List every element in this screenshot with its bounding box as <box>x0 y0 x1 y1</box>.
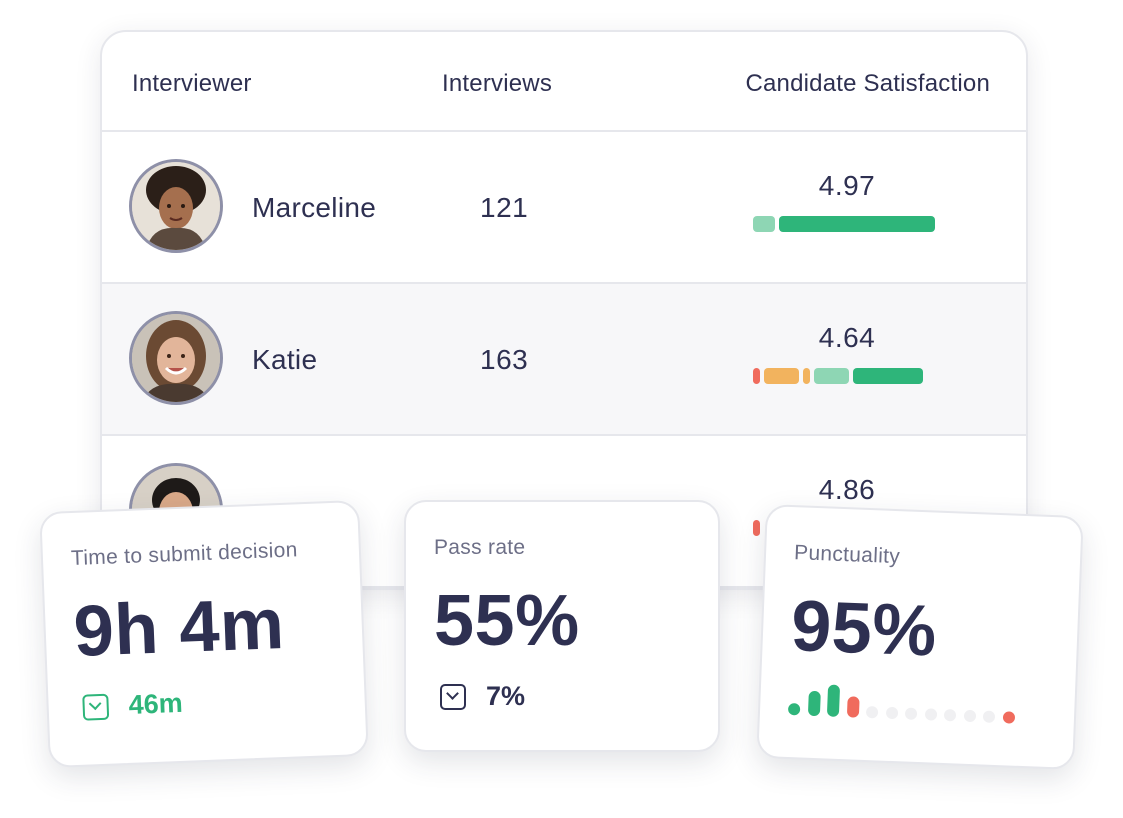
satisfaction-distribution-bar <box>753 520 943 536</box>
delta-value: 7% <box>486 681 526 711</box>
punctuality-bar <box>826 684 841 717</box>
punctuality-bar <box>807 690 821 717</box>
punctuality-bar <box>982 710 996 723</box>
interviewer-name: Marceline <box>252 192 377 223</box>
avatar <box>129 159 223 253</box>
distribution-segment <box>753 520 760 536</box>
table-header: Interviewer Interviews Candidate Satisfa… <box>102 32 1026 132</box>
metric-value: 9h 4m <box>72 583 286 672</box>
punctuality-bar <box>1002 711 1016 724</box>
metric-value: 55% <box>434 581 580 661</box>
interviewer-name: Katie <box>252 344 318 375</box>
satisfaction-distribution-bar <box>753 368 943 384</box>
metric-label: Time to submit decision <box>70 538 298 571</box>
metric-label: Punctuality <box>793 541 901 569</box>
table-row[interactable]: Katie 163 4.64 <box>102 284 1026 436</box>
satisfaction-score: 4.86 <box>818 474 876 505</box>
distribution-segment <box>814 368 849 384</box>
table-row[interactable]: Marceline 121 4.97 <box>102 132 1026 284</box>
satisfaction-score: 4.97 <box>818 170 876 201</box>
interview-count: 163 <box>480 344 529 375</box>
punctuality-bar <box>924 708 938 721</box>
interview-count: 121 <box>480 192 529 223</box>
column-header-interviewer[interactable]: Interviewer <box>132 70 252 97</box>
metric-label: Pass rate <box>434 536 526 559</box>
punctuality-card[interactable]: Punctuality 95% <box>756 503 1084 771</box>
time-to-submit-card[interactable]: Time to submit decision 9h 4m 46m <box>39 499 369 769</box>
metric-delta: 46m <box>82 688 183 727</box>
column-header-satisfaction[interactable]: Candidate Satisfaction <box>745 70 990 97</box>
delta-value: 46m <box>128 687 184 720</box>
distribution-segment <box>779 216 935 232</box>
chevron-down-icon <box>82 693 110 721</box>
metric-value: 95% <box>789 586 939 672</box>
pass-rate-card[interactable]: Pass rate 55% 7% <box>404 500 720 752</box>
column-header-interviews[interactable]: Interviews <box>442 70 553 97</box>
punctuality-bar-chart <box>787 671 1030 730</box>
chevron-down-icon <box>440 684 466 710</box>
punctuality-bar <box>904 707 918 720</box>
punctuality-bar <box>885 706 899 720</box>
punctuality-bar <box>943 708 957 722</box>
distribution-segment <box>853 368 923 384</box>
avatar <box>129 311 223 405</box>
distribution-segment <box>764 368 799 384</box>
punctuality-bar <box>787 702 801 716</box>
satisfaction-score: 4.64 <box>818 322 876 353</box>
distribution-segment <box>753 368 760 384</box>
punctuality-bar <box>865 705 879 719</box>
distribution-segment <box>753 216 775 232</box>
distribution-segment <box>803 368 810 384</box>
satisfaction-distribution-bar <box>753 216 943 232</box>
interviewer-table: Interviewer Interviews Candidate Satisfa… <box>100 30 1028 590</box>
punctuality-bar <box>846 696 860 718</box>
punctuality-bar <box>963 709 977 723</box>
